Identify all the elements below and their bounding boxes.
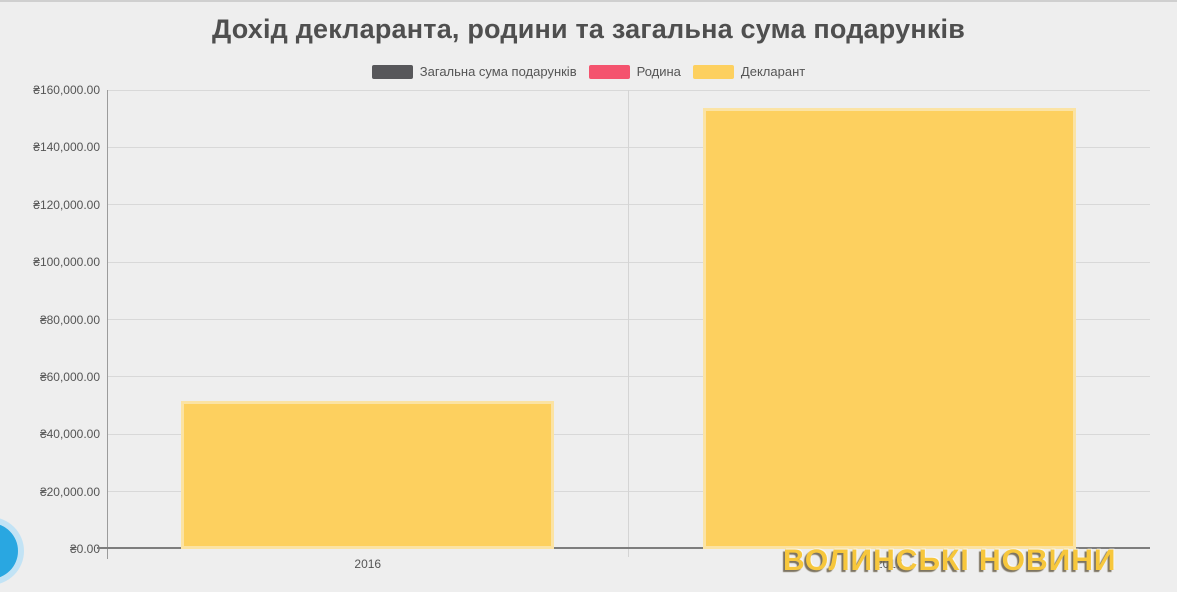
bar-2017-2[interactable] bbox=[702, 108, 1076, 549]
y-axis-label: ₴160,000.00 bbox=[33, 83, 100, 97]
y-axis-label: ₴120,000.00 bbox=[33, 197, 100, 212]
legend-label-total-gifts: Загальна сума подарунків bbox=[419, 64, 577, 79]
legend-item-family[interactable]: Родина bbox=[588, 64, 681, 79]
y-axis-label: ₴20,000.00 bbox=[39, 484, 100, 499]
blue-circle-logo-inner bbox=[0, 523, 18, 579]
y-axis-label: ₴80,000.00 bbox=[39, 312, 100, 327]
legend-swatch-total-gifts bbox=[371, 64, 413, 79]
legend-item-total-gifts[interactable]: Загальна сума подарунків bbox=[371, 64, 577, 79]
y-axis-label: ₴140,000.00 bbox=[33, 140, 100, 155]
legend: Загальна сума подарунків Родина Декларан… bbox=[0, 64, 1177, 79]
y-axis-line bbox=[107, 90, 108, 559]
watermark-volynski-novyny: ВОЛИНСЬКІ НОВИНИ bbox=[783, 544, 1117, 577]
y-axis-label: ₴40,000.00 bbox=[39, 427, 100, 442]
category-divider-gridline bbox=[628, 90, 629, 557]
y-axis-label: ₴0.00 bbox=[69, 542, 100, 556]
legend-label-family: Родина bbox=[636, 64, 681, 79]
y-axis-label: ₴100,000.00 bbox=[33, 255, 100, 270]
chart-title: Дохід декларанта, родини та загальна сум… bbox=[211, 14, 966, 44]
x-axis-label: 2016 bbox=[354, 557, 382, 571]
legend-swatch-family bbox=[588, 64, 630, 79]
y-axis-label: ₴60,000.00 bbox=[39, 369, 100, 384]
legend-label-declarant: Декларант bbox=[740, 64, 806, 79]
legend-swatch-declarant bbox=[692, 64, 734, 79]
blue-circle-logo bbox=[0, 517, 24, 585]
x-axis-line bbox=[97, 547, 1150, 549]
legend-item-declarant[interactable]: Декларант bbox=[692, 64, 806, 79]
plot-area: ₴0.00 ₴20,000.00 ₴40,000.00 ₴60,000.00 ₴80,0… bbox=[33, 83, 1150, 571]
x-axis-label: 2017 bbox=[875, 557, 903, 571]
bar-2016-2[interactable] bbox=[181, 400, 555, 549]
